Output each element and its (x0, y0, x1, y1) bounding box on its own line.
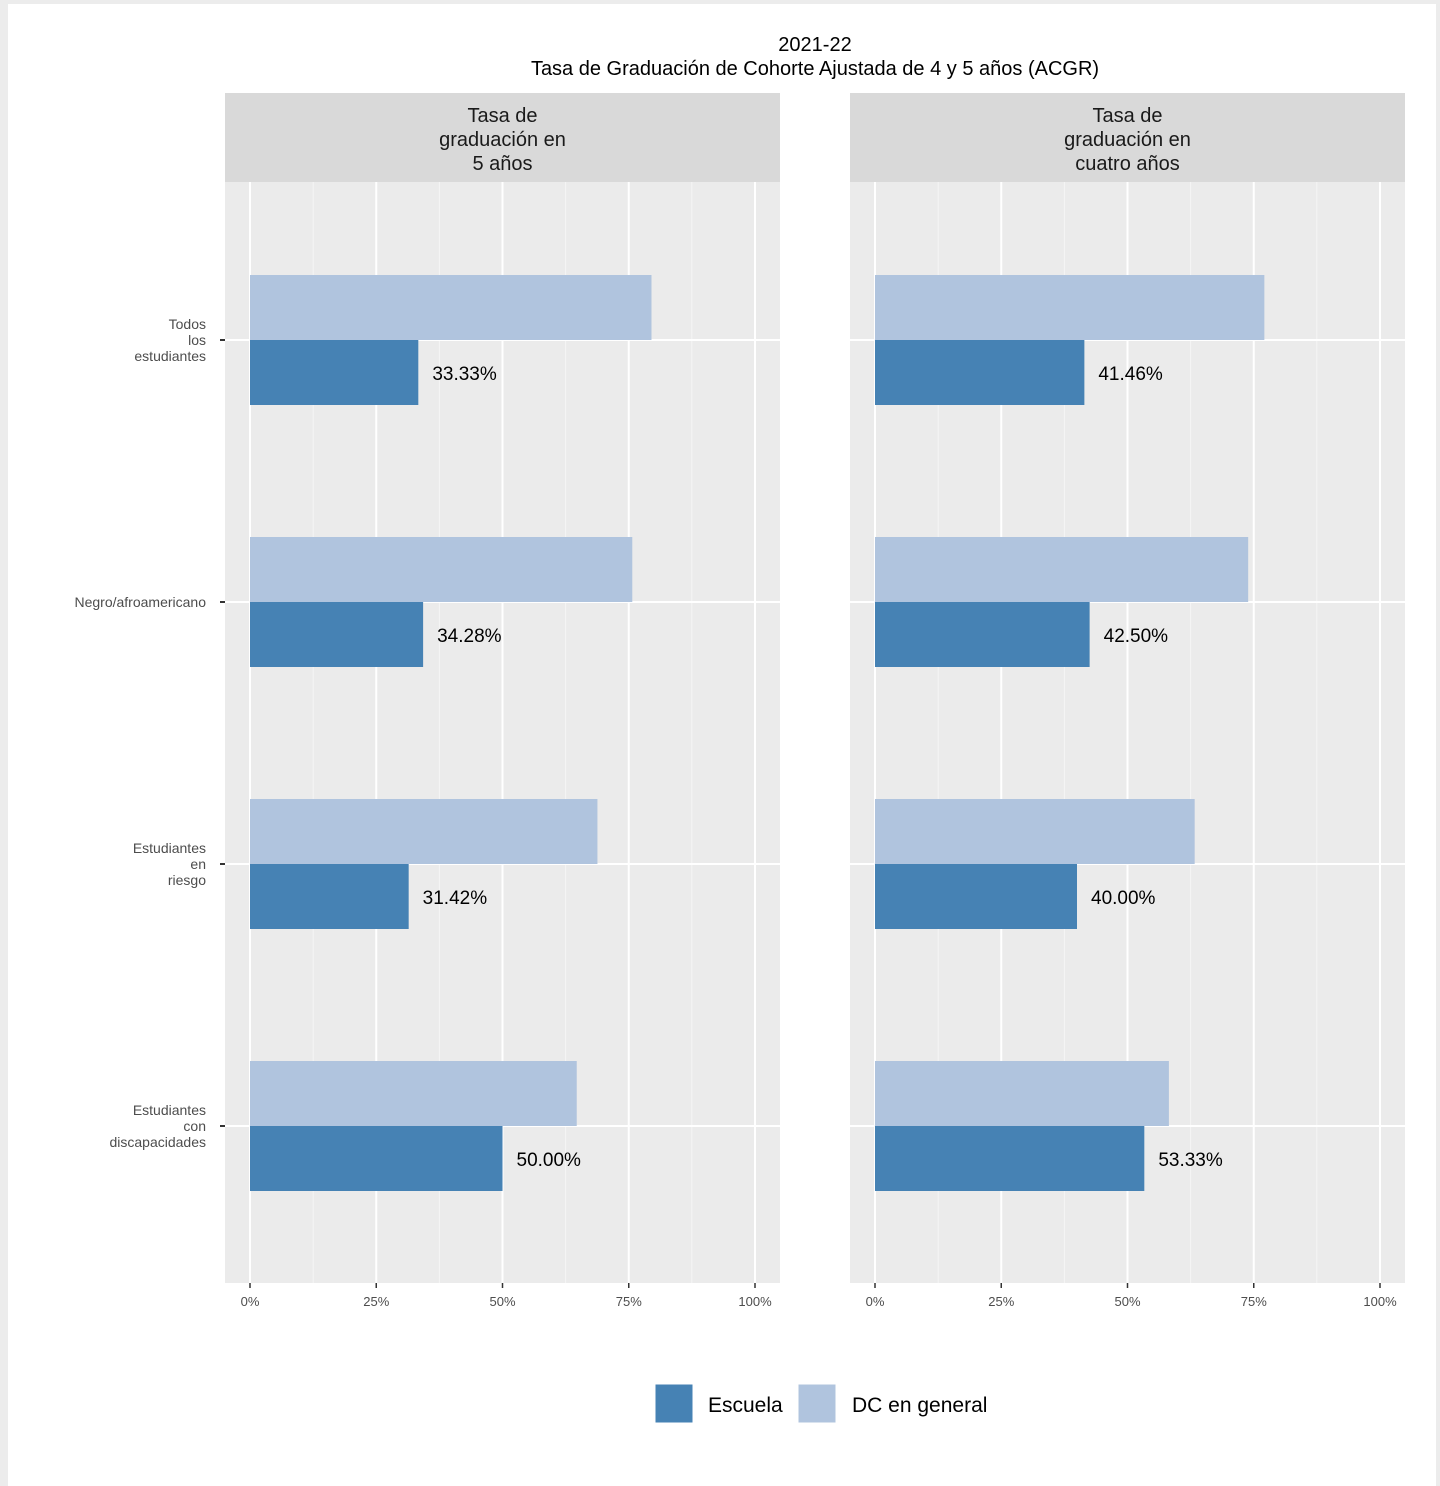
bar-escuela (875, 340, 1085, 405)
x-tick-label: 0% (241, 1294, 260, 1309)
bar-dc-en-general (250, 799, 598, 864)
bar-dc-en-general (250, 537, 633, 602)
bar-value-label: 41.46% (1098, 364, 1163, 385)
bar-dc-en-general (875, 1061, 1169, 1126)
bar-escuela (875, 864, 1077, 929)
y-category-label: Estudiantes (133, 1102, 206, 1118)
graduation-rate-chart: 2021-22 Tasa de Graduación de Cohorte Aj… (74, 34, 1405, 1424)
y-category-label: discapacidades (109, 1134, 206, 1150)
bar-value-label: 31.42% (423, 888, 488, 909)
legend-key (654, 1383, 694, 1424)
bar-value-label: 33.33% (432, 364, 497, 385)
legend: Escuela DC en general (654, 1383, 987, 1424)
x-tick-label: 25% (988, 1294, 1014, 1309)
x-tick-label: 50% (1114, 1294, 1140, 1309)
facet-strip (850, 93, 1405, 182)
facet-title-line: 5 años (472, 153, 532, 175)
bar-dc-en-general (875, 799, 1195, 864)
y-category-label: riesgo (168, 872, 206, 888)
facet-title-line: Tasa de (1092, 105, 1162, 127)
bar-value-label: 40.00% (1091, 888, 1156, 909)
legend-key (797, 1383, 837, 1424)
x-tick-label: 75% (616, 1294, 642, 1309)
bar-escuela (250, 340, 419, 405)
facet-title-line: cuatro años (1075, 153, 1180, 175)
y-category-label: Negro/afroamericano (74, 594, 206, 610)
x-tick-label: 100% (1363, 1294, 1397, 1309)
bar-dc-en-general (875, 275, 1265, 340)
bar-value-label: 34.28% (437, 626, 502, 647)
bar-escuela (250, 864, 409, 929)
legend-label: Escuela (708, 1394, 783, 1417)
x-tick-label: 0% (866, 1294, 885, 1309)
facet-title-line: Tasa de (467, 105, 537, 127)
bar-value-label: 53.33% (1158, 1150, 1223, 1171)
x-tick-label: 25% (363, 1294, 389, 1309)
bar-escuela (250, 1126, 503, 1191)
x-tick-label: 75% (1241, 1294, 1267, 1309)
chart-title-year: 2021-22 (778, 34, 851, 56)
bar-value-label: 42.50% (1104, 626, 1169, 647)
y-category-label: Estudiantes (133, 840, 206, 856)
y-category-label: con (183, 1118, 206, 1134)
chart-title: 2021-22 Tasa de Graduación de Cohorte Aj… (531, 34, 1099, 80)
bar-value-label: 50.00% (517, 1150, 582, 1171)
chart-frame: 2021-22 Tasa de Graduación de Cohorte Aj… (8, 4, 1436, 1486)
y-category-label: los (188, 332, 206, 348)
y-category-label: en (190, 856, 206, 872)
bar-escuela (875, 602, 1090, 667)
bar-dc-en-general (250, 275, 652, 340)
y-category-label: Todos (169, 316, 206, 332)
bar-dc-en-general (250, 1061, 577, 1126)
facet-strip (225, 93, 780, 182)
bar-dc-en-general (875, 537, 1249, 602)
bar-escuela (875, 1126, 1145, 1191)
facet-title-line: graduación en (439, 129, 566, 151)
y-category-label: estudiantes (134, 348, 206, 364)
legend-label: DC en general (852, 1394, 987, 1417)
chart-title-main: Tasa de Graduación de Cohorte Ajustada d… (531, 58, 1099, 80)
facet-title-line: graduación en (1064, 129, 1191, 151)
x-tick-label: 100% (738, 1294, 772, 1309)
bar-escuela (250, 602, 424, 667)
x-tick-label: 50% (489, 1294, 515, 1309)
